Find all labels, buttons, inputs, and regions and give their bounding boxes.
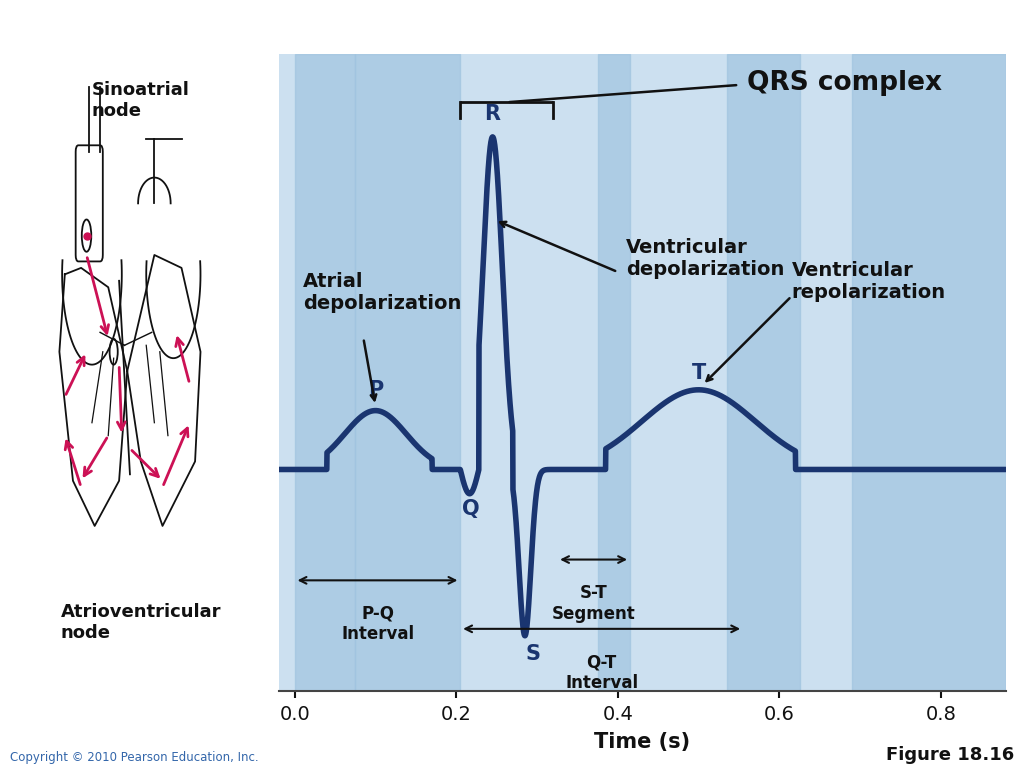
Bar	[355, 54, 461, 691]
Text: Figure 18.16: Figure 18.16	[886, 746, 1014, 764]
Text: Copyright © 2010 Pearson Education, Inc.: Copyright © 2010 Pearson Education, Inc.	[10, 751, 259, 764]
Bar	[727, 54, 800, 691]
Text: QRS complex: QRS complex	[748, 70, 942, 96]
Text: Ventricular
repolarization: Ventricular repolarization	[792, 260, 945, 302]
Text: Atrioventricular
node: Atrioventricular node	[60, 604, 221, 642]
X-axis label: Time (s): Time (s)	[594, 733, 690, 753]
Text: T: T	[691, 362, 706, 383]
Text: Q: Q	[462, 499, 479, 519]
Text: P-Q
Interval: P-Q Interval	[341, 604, 415, 644]
Bar	[295, 54, 355, 691]
Text: S-T
Segment: S-T Segment	[552, 584, 636, 623]
Text: P: P	[368, 380, 383, 400]
Text: R: R	[484, 104, 501, 124]
Text: Q-T
Interval: Q-T Interval	[565, 653, 638, 692]
Text: Atrial
depolarization: Atrial depolarization	[303, 273, 461, 313]
Bar	[852, 54, 1006, 691]
Text: Sinoatrial
node: Sinoatrial node	[92, 81, 189, 120]
Bar	[598, 54, 630, 691]
Text: S: S	[525, 644, 541, 664]
Text: Ventricular
depolarization: Ventricular depolarization	[626, 237, 784, 279]
